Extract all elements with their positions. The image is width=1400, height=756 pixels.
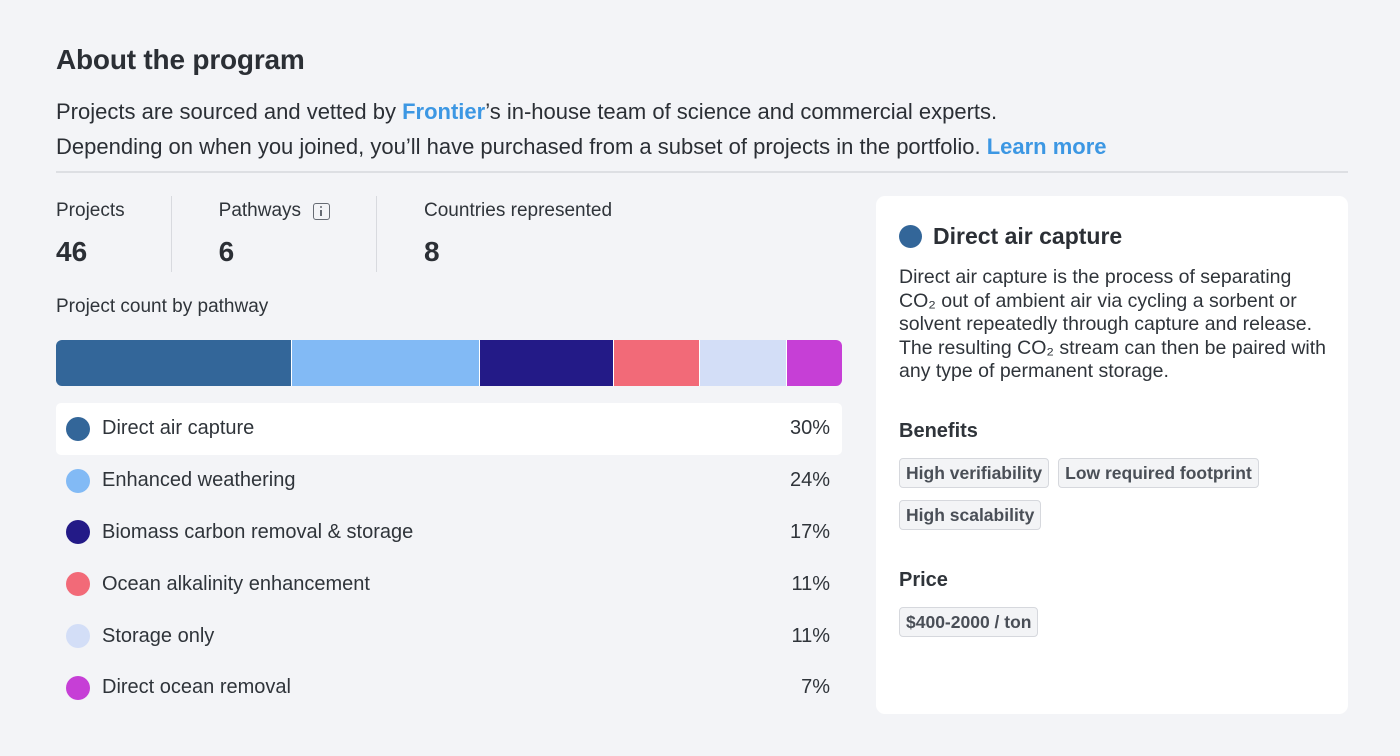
intro-line-2-text: Depending on when you joined, you’ll hav…: [56, 134, 987, 159]
benefit-tag: High scalability: [899, 500, 1042, 530]
intro-line-1: Projects are sourced and vetted by Front…: [56, 94, 1107, 129]
price-label: Price: [899, 569, 948, 591]
stat-value: 6: [218, 236, 235, 267]
chart-title: Project count by pathway: [56, 296, 269, 317]
stat-label: Pathways: [218, 200, 302, 221]
price-tags: $400-2000 / ton: [899, 607, 1329, 637]
legend-item[interactable]: Direct ocean removal 7%: [56, 662, 842, 714]
stat-label-row: Pathways: [218, 196, 331, 226]
legend-item[interactable]: Ocean alkalinity enhancement 11%: [56, 558, 842, 610]
stat-value: 46: [56, 236, 88, 267]
stacked-bar-chart: [56, 340, 842, 386]
bar-segment[interactable]: [56, 340, 292, 386]
pathway-legend: Direct air capture 30% Enhanced weathering…: [56, 403, 842, 714]
stat-projects: Projects 46: [56, 196, 171, 272]
legend-percentage: 17%: [789, 520, 830, 543]
legend-item[interactable]: Direct air capture 30%: [56, 403, 842, 455]
legend-color-dot: [66, 416, 90, 441]
detail-title: Direct air capture: [933, 223, 1123, 249]
learn-more-link[interactable]: Learn more: [986, 134, 1107, 159]
legend-item[interactable]: Biomass carbon removal & storage 17%: [56, 507, 842, 559]
stat-pathways: Pathways 6: [170, 196, 376, 272]
stats-row: Projects 46 Pathways 6 Countries represe…: [56, 196, 658, 272]
legend-color-dot: [66, 520, 90, 545]
legend-label: Biomass carbon removal & storage: [102, 520, 414, 543]
bar-segment[interactable]: [700, 340, 787, 386]
detail-header: Direct air capture: [899, 223, 1122, 250]
legend-item[interactable]: Enhanced weathering 24%: [56, 455, 842, 507]
legend-percentage: 24%: [789, 469, 830, 492]
frontier-link[interactable]: Frontier: [402, 99, 486, 124]
intro-line-2: Depending on when you joined, you’ll hav…: [56, 129, 1107, 164]
stat-label: Countries represented: [424, 200, 613, 221]
legend-percentage: 7%: [801, 676, 830, 699]
legend-label: Storage only: [102, 624, 215, 647]
pathway-color-dot: [899, 225, 922, 248]
price-tag: $400-2000 / ton: [899, 607, 1039, 637]
stat-label: Projects: [56, 200, 125, 221]
page-title: About the program: [56, 44, 305, 75]
program-overview: About the program Projects are sourced a…: [56, 0, 1348, 756]
legend-percentage: 11%: [791, 572, 830, 595]
benefit-tags: High verifiability Low required footprint…: [899, 458, 1329, 530]
intro-text: Projects are sourced and vetted by Front…: [56, 94, 1107, 164]
bar-segment[interactable]: [291, 340, 481, 386]
legend-label: Direct ocean removal: [102, 676, 291, 699]
legend-color-dot: [66, 572, 90, 597]
legend-label: Enhanced weathering: [102, 469, 296, 492]
legend-color-dot: [66, 675, 90, 700]
benefits-label: Benefits: [899, 420, 978, 442]
bar-segment[interactable]: [786, 340, 842, 386]
intro-line-1-start: Projects are sourced and vetted by: [56, 99, 403, 124]
legend-color-dot: [66, 468, 90, 493]
intro-line-1-end: ’s in-house team of science and commerci…: [485, 99, 998, 124]
bar-segment[interactable]: [614, 340, 701, 386]
legend-label: Ocean alkalinity enhancement: [102, 572, 370, 595]
legend-percentage: 11%: [791, 624, 830, 647]
detail-description: Direct air capture is the process of sep…: [899, 266, 1327, 383]
stat-value: 8: [424, 236, 440, 267]
bar-segment[interactable]: [480, 340, 615, 386]
stat-countries: Countries represented 8: [376, 196, 658, 272]
legend-label: Direct air capture: [102, 417, 255, 440]
benefit-tag: High verifiability: [899, 458, 1050, 488]
divider: [56, 171, 1348, 173]
legend-color-dot: [66, 624, 90, 649]
pathway-detail-card: Direct air capture Direct air capture is…: [876, 196, 1348, 714]
legend-percentage: 30%: [789, 417, 830, 440]
legend-item[interactable]: Storage only 11%: [56, 610, 842, 662]
benefit-tag: Low required footprint: [1058, 458, 1259, 488]
info-icon[interactable]: [313, 202, 331, 220]
